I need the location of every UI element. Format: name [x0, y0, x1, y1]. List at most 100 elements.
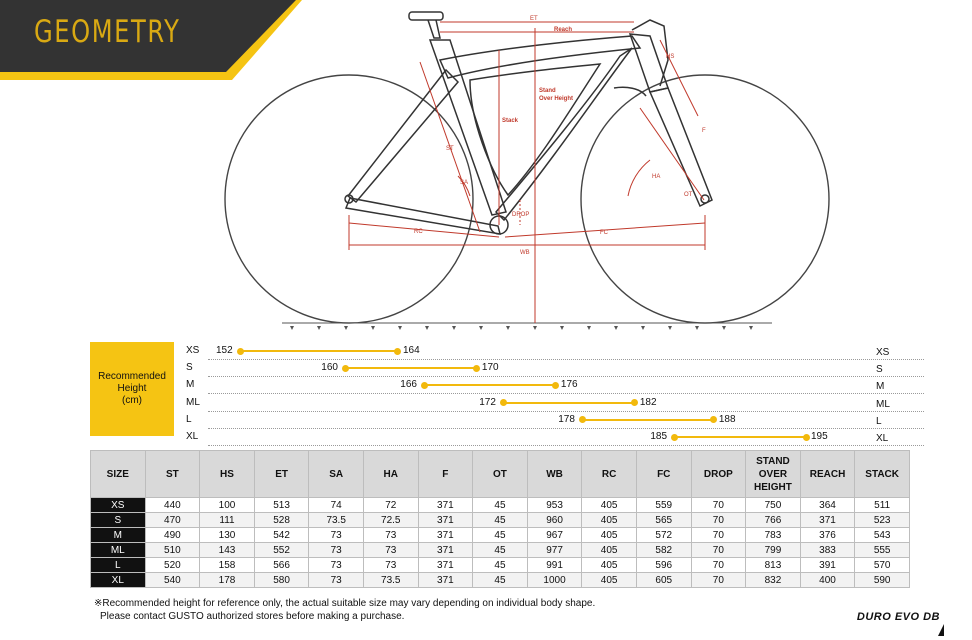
value-cell: 73	[308, 527, 364, 543]
value-cell: 100	[199, 497, 255, 513]
value-cell: 178	[199, 572, 255, 588]
value-cell: 158	[199, 557, 255, 573]
size-label: S	[876, 364, 883, 376]
reach-label: Reach	[554, 27, 572, 33]
value-cell: 72.5	[362, 512, 419, 528]
wb-label: WB	[520, 250, 530, 256]
size-label: XL	[876, 433, 889, 444]
value-cell: 405	[581, 497, 637, 513]
value-cell: 967	[526, 527, 583, 543]
bike-frame	[344, 11, 713, 235]
value-cell: 766	[745, 512, 801, 528]
value-cell: 596	[635, 557, 692, 573]
value-cell: 73	[362, 527, 419, 543]
range-min-value: 160	[321, 362, 338, 374]
size-label: ML	[186, 396, 200, 408]
value-cell: 590	[854, 572, 910, 588]
value-cell: 371	[799, 512, 856, 528]
stand-over-label-2: Over Height	[539, 96, 573, 102]
column-header: ET	[253, 450, 310, 498]
height-range-bar	[424, 384, 556, 387]
stack-label: Stack	[502, 118, 519, 124]
model-name: DURO EVO DB	[856, 611, 940, 623]
height-range-bar	[240, 350, 398, 352]
column-header: SA	[308, 450, 364, 498]
size-label: XS	[876, 347, 890, 358]
size-cell: S	[90, 512, 146, 528]
column-header: REACH	[799, 450, 856, 498]
column-header: HA	[362, 450, 419, 498]
size-label: XS	[186, 345, 200, 356]
value-cell: 45	[472, 557, 528, 573]
table-row: ML 510 143 552 73 73 371 45 977 405 582 70 799 383 555	[90, 542, 910, 558]
value-cell: 391	[799, 557, 856, 573]
value-cell: 750	[745, 497, 801, 513]
size-label: XL	[186, 431, 199, 442]
value-cell: 364	[799, 497, 856, 513]
value-cell: 540	[144, 572, 201, 588]
height-range-bar	[674, 436, 806, 438]
value-cell: 371	[417, 527, 474, 543]
value-cell: 510	[144, 542, 201, 558]
value-cell: 977	[526, 542, 583, 558]
value-cell: 582	[635, 542, 692, 558]
value-cell: 73	[308, 557, 364, 573]
value-cell: 371	[417, 497, 474, 513]
value-cell: 555	[854, 542, 910, 558]
table-row: XS 440 100 513 74 72 371 45 953 405 559 70 750 364 511	[90, 497, 910, 513]
value-cell: 45	[472, 542, 528, 558]
value-cell: 513	[253, 497, 310, 513]
value-cell: 400	[799, 572, 856, 588]
value-cell: 45	[472, 497, 528, 513]
fc-label: FC	[600, 230, 609, 236]
value-cell: 520	[144, 557, 201, 573]
value-cell: 543	[854, 527, 910, 543]
size-label: L	[186, 413, 192, 425]
column-header: FC	[635, 450, 692, 498]
column-header: STAND OVER HEIGHT	[745, 450, 801, 498]
rc-label: RC	[414, 229, 423, 235]
range-max-value: 182	[639, 396, 657, 408]
range-max-dot	[710, 416, 718, 424]
value-cell: 783	[745, 527, 801, 543]
et-label: ET	[530, 16, 538, 22]
value-cell: 440	[144, 497, 201, 513]
value-cell: 572	[635, 527, 692, 543]
value-cell: 528	[253, 512, 310, 528]
value-cell: 511	[854, 497, 910, 513]
range-max-value: 164	[402, 345, 420, 356]
column-header: SIZE	[90, 450, 146, 498]
range-max-dot	[473, 364, 481, 372]
value-cell: 953	[526, 497, 583, 513]
value-cell: 470	[144, 512, 201, 528]
value-cell: 70	[690, 572, 747, 588]
ha-label: HA	[652, 174, 660, 180]
value-cell: 559	[635, 497, 692, 513]
value-cell: 523	[854, 512, 910, 528]
range-min-dot	[499, 399, 507, 407]
range-max-dot	[552, 381, 560, 389]
table-header-row: SIZE ST HS ET SA HA F OT WB RC FC DROP STAND OVER HEIG…	[90, 450, 910, 498]
column-header: RC	[581, 450, 637, 498]
bike-geometry-diagram: ET Reach Stand Over Height Stack RC FC W…	[224, 11, 830, 330]
range-min-value: 172	[479, 396, 496, 408]
measurement-labels: ET Reach Stand Over Height Stack RC FC W…	[414, 16, 706, 256]
row-divider	[208, 445, 924, 446]
size-label: S	[186, 362, 193, 374]
size-cell: ML	[90, 542, 146, 558]
title-banner	[0, 0, 302, 80]
table-row: XL 540 178 580 73 73.5 371 45 1000 405 605 70 832 400…	[90, 572, 910, 588]
size-cell: M	[90, 527, 146, 543]
value-cell: 960	[526, 512, 583, 528]
value-cell: 73.5	[308, 512, 364, 528]
value-cell: 72	[362, 497, 419, 513]
geometry-table: SIZE ST HS ET SA HA F OT WB RC FC DROP STAND OVER HEIG…	[90, 450, 910, 588]
value-cell: 832	[745, 572, 801, 588]
column-header: F	[417, 450, 474, 498]
value-cell: 70	[690, 527, 747, 543]
value-cell: 45	[472, 572, 528, 588]
rec-label-3: (cm)	[122, 395, 142, 406]
column-header: HS	[199, 450, 255, 498]
size-label: M	[876, 381, 885, 393]
value-cell: 566	[253, 557, 310, 573]
